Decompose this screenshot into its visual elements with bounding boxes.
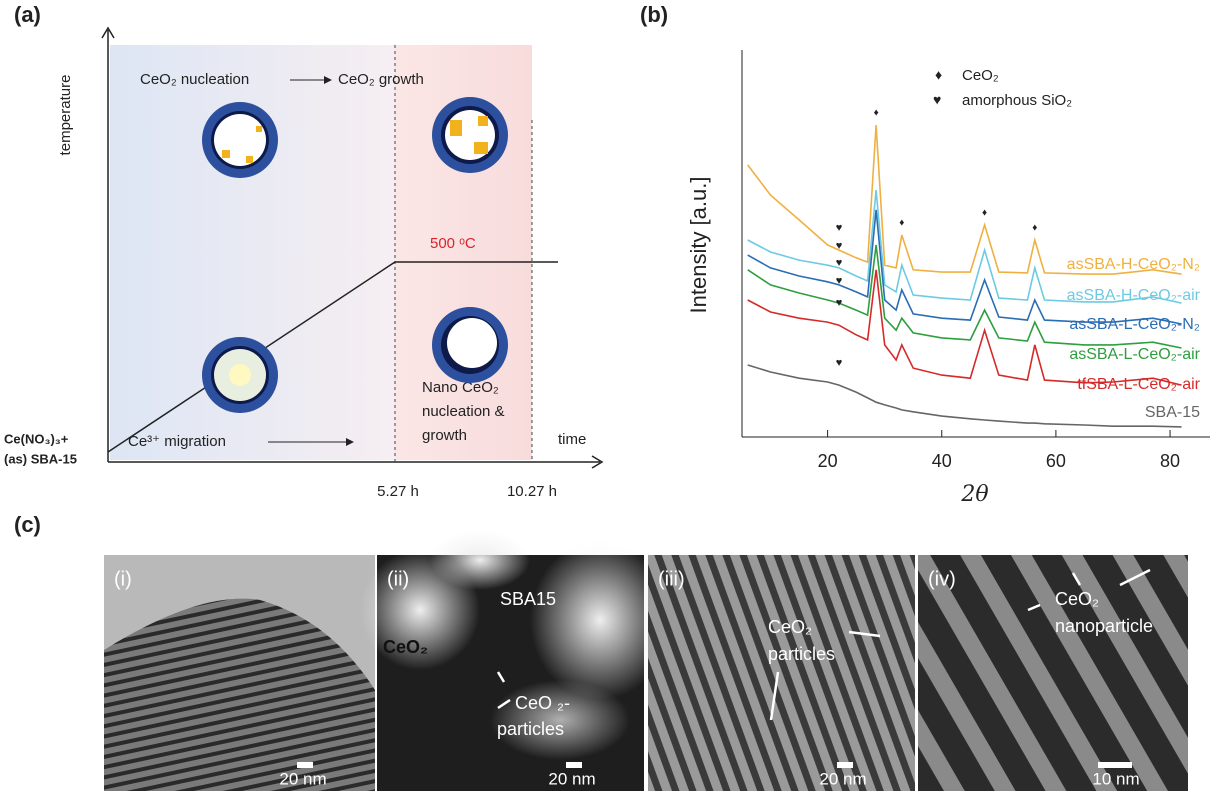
scale-label: 20 nm [279, 769, 326, 788]
arrow [324, 76, 332, 84]
panel-label: (c) [14, 512, 41, 537]
y-axis-label: Intensity [a.u.] [686, 177, 711, 314]
image-annotation: CeO₂ [383, 637, 428, 657]
panel-c-labels: (i) 20 nm (ii) 20 nm SBA15 CeO₂ CeO ₂- particle… [114, 568, 1153, 788]
panel-label: (a) [14, 2, 41, 27]
image-annotation: particles [497, 719, 564, 739]
micrograph [648, 555, 915, 791]
marker-symbol: ♥ [836, 222, 843, 234]
series-label: SBA-15 [1145, 404, 1200, 421]
image-annotation: particles [768, 644, 835, 664]
image-tag: (iv) [928, 568, 956, 590]
pointer [769, 671, 780, 721]
series-label: asSBA-L-CeO₂-N₂ [1069, 316, 1200, 333]
scale-bar [297, 762, 313, 768]
image-tag: (i) [114, 568, 132, 590]
micrograph [360, 530, 670, 791]
series-label: asSBA-H-CeO₂-N₂ [1067, 256, 1200, 273]
pointer [848, 630, 881, 638]
time-tick: 5.27 h [377, 483, 419, 500]
x-tick-label: 20 [818, 451, 838, 471]
image-annotation: nanoparticle [1055, 616, 1153, 636]
x-axis-label: 2θ [960, 482, 988, 507]
stage-label: Ce³⁺ migration [128, 433, 226, 450]
series-label: asSBA-H-CeO₂-air [1067, 287, 1201, 304]
legend-symbol: ♦ [935, 67, 942, 83]
marker-symbol: ♦ [982, 208, 987, 219]
xrd-curve [747, 364, 1182, 428]
axis-label: temperature [57, 75, 74, 156]
temperature-label: 500 ᵒC [430, 235, 476, 252]
scale-bar [566, 762, 582, 768]
stage-label: CeO₂ nucleation [140, 71, 249, 88]
micrograph [918, 555, 1188, 791]
pointer [497, 698, 511, 710]
arrow [101, 26, 115, 39]
series-label: asSBA-L-CeO₂-air [1069, 346, 1200, 363]
image-tag: (ii) [387, 568, 409, 590]
scale-bar [1098, 762, 1132, 768]
marker-symbol: ♥ [836, 275, 843, 287]
start-label: Ce(NO₃)₃+ [4, 431, 69, 446]
legend-symbol: ♥ [933, 92, 941, 108]
marker-symbol: ♥ [836, 240, 843, 252]
stage-label: CeO₂ growth [338, 71, 424, 88]
marker-symbol: ♥ [836, 297, 843, 309]
marker-symbol: ♦ [1032, 223, 1037, 234]
axis-label: time [558, 431, 586, 448]
series-label: tfSBA-L-CeO₂-air [1077, 376, 1200, 393]
marker-symbol: ♥ [836, 357, 843, 369]
xrd-curve [747, 209, 1182, 325]
image-annotation: SBA15 [500, 589, 556, 609]
scale-label: 10 nm [1092, 769, 1139, 788]
scale-label: 20 nm [548, 769, 595, 788]
xrd-curve [747, 269, 1182, 386]
scale-label: 20 nm [819, 769, 866, 788]
arrow [346, 438, 354, 446]
panel-a: temperature CeO₂ nucleation CeO₂ growth … [4, 26, 604, 500]
image-annotation: CeO₂ [768, 617, 812, 637]
x-tick-label: 60 [1046, 451, 1066, 471]
x-tick-label: 80 [1160, 451, 1180, 471]
pointer [1027, 603, 1041, 612]
image-annotation: CeO₂ [1055, 589, 1099, 609]
arrow [591, 455, 604, 469]
xrd-curve [747, 244, 1182, 349]
xrd-curve [747, 125, 1182, 275]
marker-symbol: ♦ [899, 218, 904, 229]
pointer [496, 671, 506, 683]
time-tick: 10.27 h [507, 483, 557, 500]
panel-label: (b) [640, 2, 668, 27]
scale-bar [837, 762, 853, 768]
start-label: (as) SBA-15 [4, 451, 77, 466]
temperature-profile [107, 261, 558, 453]
x-tick-label: 40 [932, 451, 952, 471]
pointer [1119, 568, 1151, 587]
legend-label: amorphous SiO₂ [962, 92, 1072, 109]
marker-symbol: ♦ [874, 108, 879, 119]
image-tag: (iii) [658, 568, 685, 590]
micrograph [104, 555, 375, 791]
stage-label: nucleation & [422, 403, 505, 420]
marker-symbol: ♥ [836, 257, 843, 269]
pore-illustration [202, 97, 508, 413]
image-annotation: CeO ₂- [515, 693, 570, 713]
stage-label: growth [422, 427, 467, 444]
xrd-curve [747, 190, 1182, 304]
legend-label: CeO₂ [962, 67, 999, 84]
stage-label: Nano CeO₂ [422, 379, 499, 396]
pointer [1071, 572, 1082, 586]
